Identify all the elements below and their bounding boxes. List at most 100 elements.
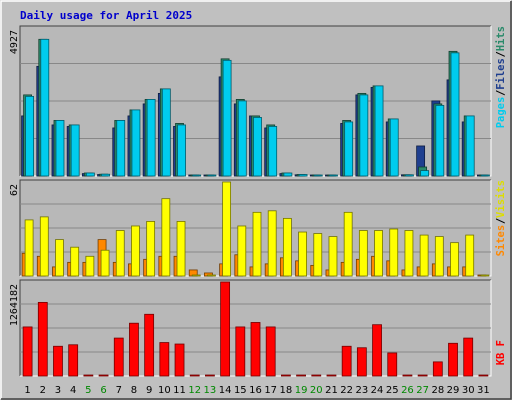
bar-visits-11: [176, 221, 186, 277]
bar-hits-19: [298, 174, 308, 177]
bar-kb-f-24: [372, 324, 382, 377]
bar-hits-25: [389, 118, 399, 177]
bar-kb-f-3: [53, 345, 63, 377]
bar-visits-5: [85, 255, 95, 277]
legend-separator: /: [495, 90, 507, 96]
bar-hits-12: [192, 174, 202, 177]
panel-border-dark: [19, 279, 491, 376]
x-tick-label-1: 1: [24, 385, 30, 396]
bar-hits-6: [101, 173, 110, 177]
bar-hits-2: [40, 38, 50, 177]
bar-kb-f-9: [144, 313, 155, 377]
bar-hits-16: [253, 117, 262, 177]
bar-visits-26: [404, 230, 414, 277]
bar-hits-3: [55, 120, 65, 177]
legend-hits: Hits/Files/Pages: [495, 26, 507, 128]
x-tick-label-19: 19: [295, 385, 308, 396]
x-tick-label-6: 6: [100, 385, 106, 396]
bar-hits-27: [420, 170, 430, 177]
x-tick-label-31: 31: [477, 385, 490, 396]
x-tick-label-9: 9: [146, 385, 152, 396]
bar-visits-7: [115, 230, 125, 277]
bar-visits-22: [343, 211, 353, 277]
x-tick-label-17: 17: [264, 385, 277, 396]
bar-kb-f-20: [311, 374, 322, 377]
x-tick-label-15: 15: [234, 385, 247, 396]
bar-hits-18: [283, 172, 293, 177]
legend-sites: Sites: [495, 225, 507, 257]
legend-hits: Hits: [495, 26, 507, 51]
x-tick-label-29: 29: [447, 385, 460, 396]
x-tick-label-23: 23: [355, 385, 368, 396]
bar-kb-f-13: [205, 374, 215, 377]
x-tick-label-27: 27: [416, 385, 429, 396]
legend-kbytes: KB F: [495, 340, 507, 365]
bar-kb-f-28: [432, 361, 443, 377]
bar-hits-30: [465, 115, 475, 177]
x-tick-label-30: 30: [462, 385, 475, 396]
bar-hits-4: [70, 124, 80, 177]
bar-hits-11: [177, 124, 186, 177]
bar-kb-f-10: [159, 342, 170, 377]
legend-files: Files: [495, 58, 507, 90]
bar-visits-4: [70, 246, 80, 277]
bar-kb-f-19: [296, 374, 306, 377]
legend-pages: Pages: [495, 97, 507, 129]
x-tick-label-22: 22: [340, 385, 353, 396]
legend-visits: Visits/Sites: [495, 180, 507, 256]
bar-visits-9: [146, 221, 156, 277]
bar-visits-28: [434, 236, 444, 277]
legend-kb-f: KB F: [495, 340, 507, 365]
y-max-label: 62: [9, 184, 20, 196]
bar-kb-f-21: [326, 374, 337, 377]
bar-kb-f-6: [98, 374, 109, 377]
bar-visits-25: [389, 228, 399, 277]
bar-kb-f-2: [37, 301, 48, 377]
bar-visits-10: [161, 198, 171, 277]
x-tick-label-14: 14: [219, 385, 232, 396]
bar-hits-24: [374, 85, 384, 177]
panel-kbytes: 1264182: [9, 279, 492, 377]
bar-hits-20: [313, 174, 323, 177]
panel-visits: 62: [9, 179, 492, 277]
x-tick-label-12: 12: [188, 385, 201, 396]
bar-hits-7: [116, 120, 126, 177]
x-tick-label-11: 11: [173, 385, 186, 396]
bar-kb-f-15: [235, 326, 246, 377]
x-tick-label-25: 25: [386, 385, 399, 396]
bar-kb-f-29: [448, 342, 458, 377]
bar-kb-f-18: [280, 374, 291, 377]
x-tick-label-18: 18: [280, 385, 293, 396]
bar-visits-23: [358, 230, 368, 277]
bar-visits-16: [252, 211, 262, 277]
bar-hits-14: [222, 59, 232, 177]
x-tick-label-7: 7: [116, 385, 122, 396]
x-tick-label-24: 24: [371, 385, 384, 396]
bar-kb-f-1: [22, 326, 33, 377]
bar-hits-5: [85, 172, 95, 177]
bar-hits-13: [207, 174, 217, 177]
bar-kb-f-8: [129, 322, 139, 377]
bar-hits-8: [131, 109, 141, 177]
bar-hits-31: [481, 174, 490, 177]
legend-separator: /: [495, 51, 507, 57]
bar-visits-27: [419, 234, 429, 277]
bar-visits-6: [100, 249, 110, 277]
x-tick-label-21: 21: [325, 385, 338, 396]
bar-visits-29: [450, 242, 459, 277]
bar-hits-28: [435, 105, 445, 177]
bar-visits-8: [131, 225, 140, 277]
x-tick-label-20: 20: [310, 385, 323, 396]
bar-kb-f-22: [341, 345, 352, 377]
bar-visits-30: [465, 234, 475, 277]
panel-hits: 4927: [9, 25, 492, 177]
bar-hits-21: [329, 174, 338, 177]
bar-kb-f-23: [356, 347, 367, 377]
y-max-label: 1264182: [9, 284, 20, 326]
bar-visits-18: [282, 217, 292, 277]
legend-visits: Visits: [495, 180, 507, 218]
bar-hits-15: [237, 100, 247, 177]
bar-visits-3: [55, 239, 64, 277]
